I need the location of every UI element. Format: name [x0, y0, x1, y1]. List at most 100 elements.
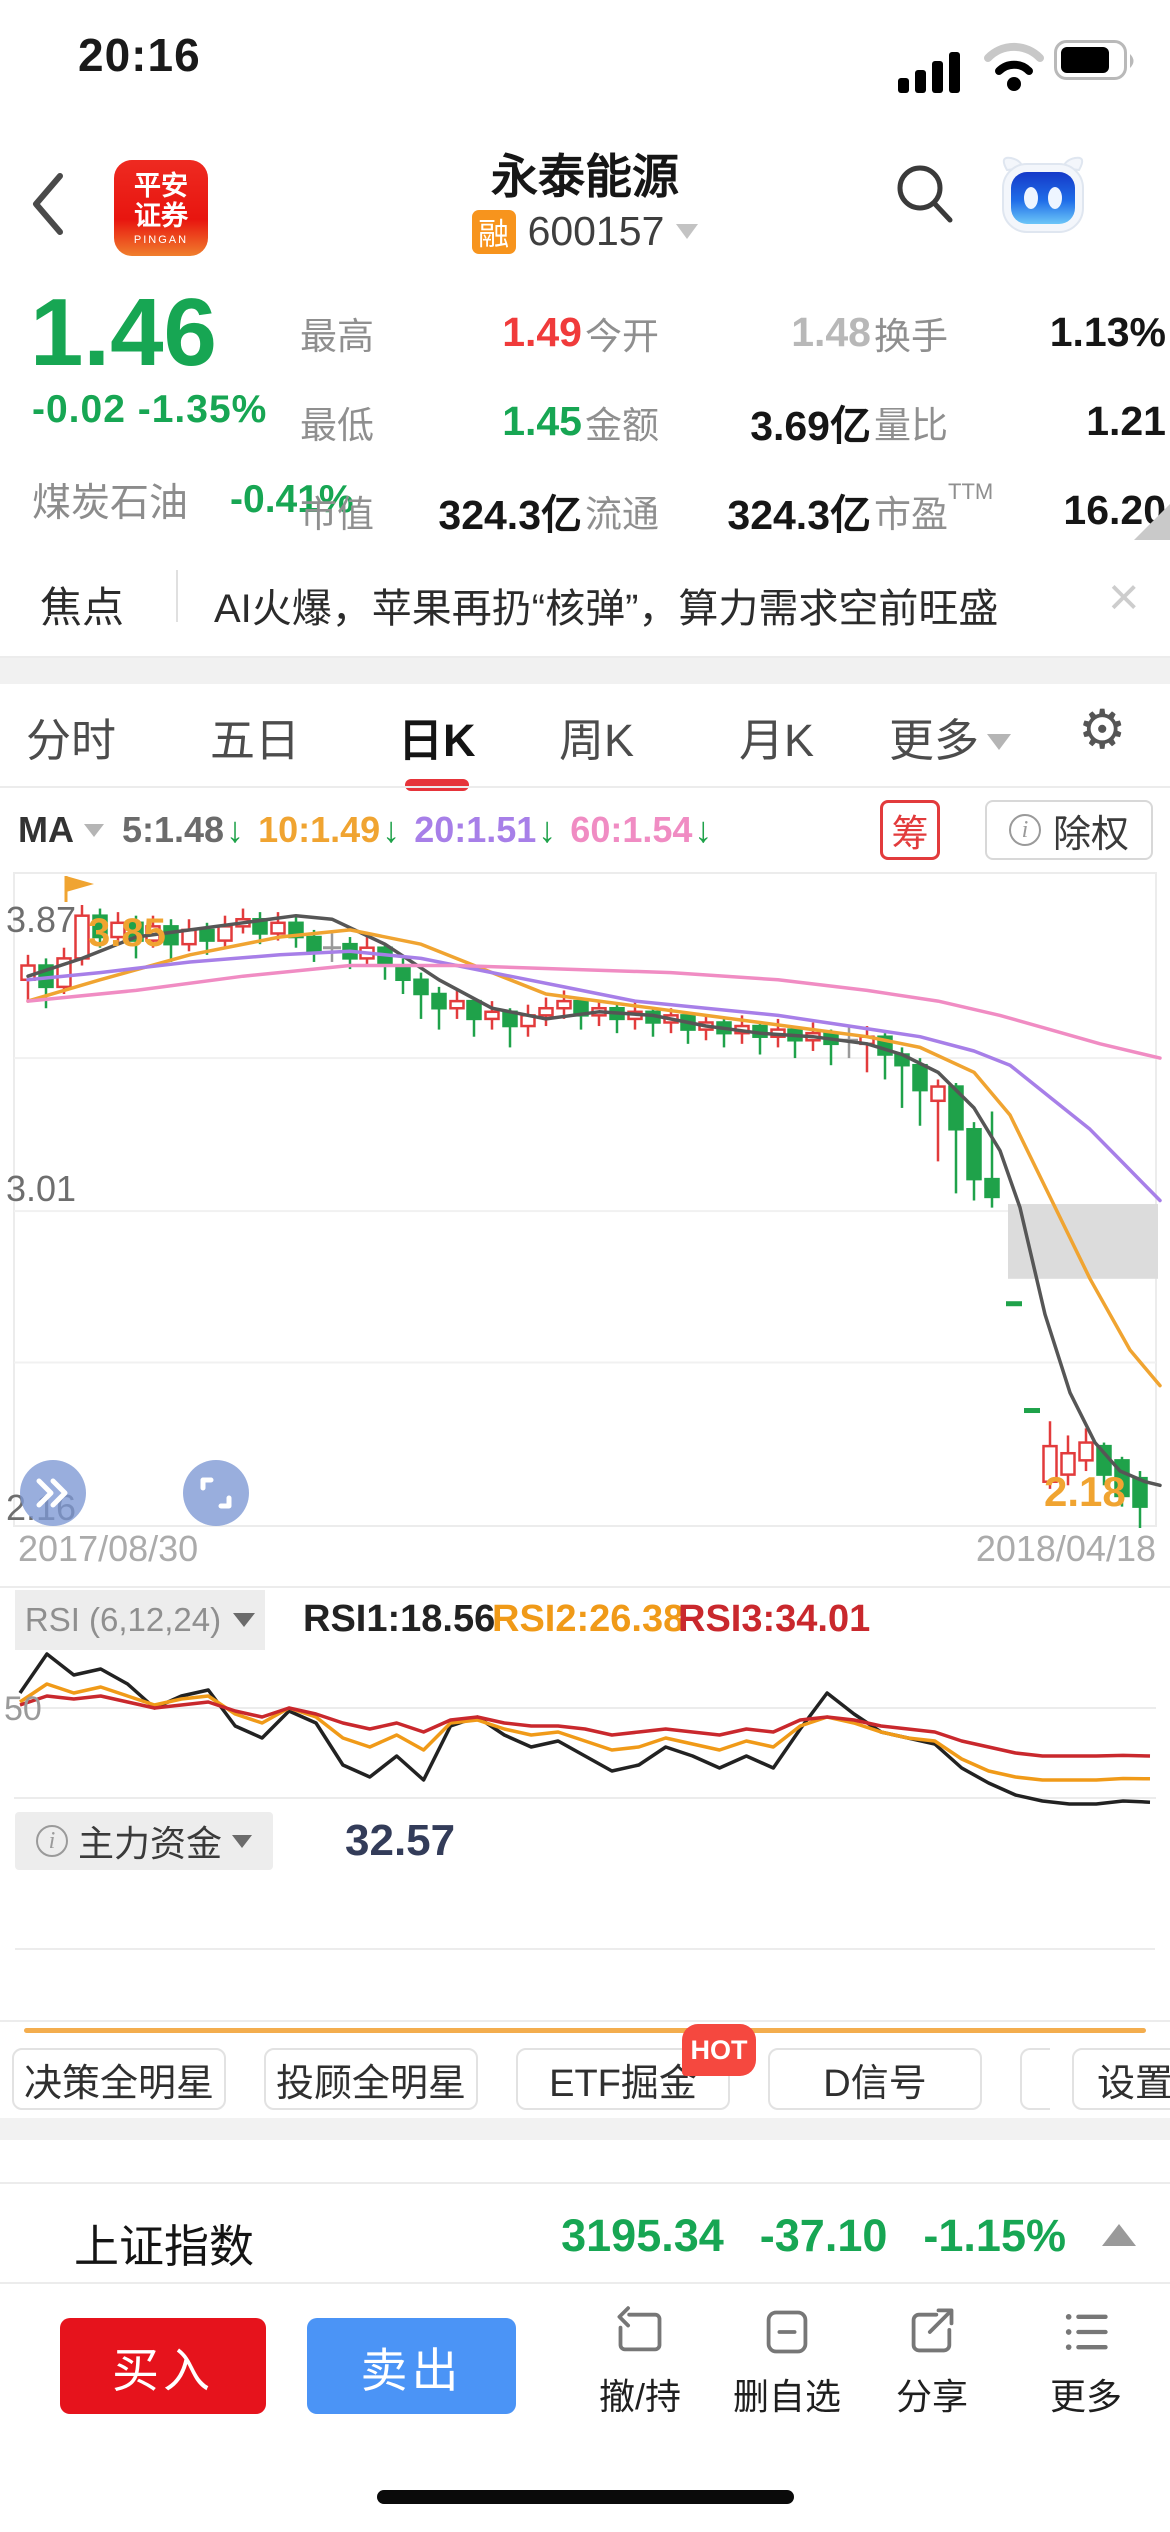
index-name: 上证指数 [74, 2221, 255, 2272]
tab-分时[interactable]: 分时 [26, 715, 117, 766]
list-icon [1065, 2314, 1108, 2350]
logo-text: 平安 [134, 170, 188, 201]
rsi-indicator-bar: RSI (6,12,24) RSI1:18.56 RSI2:26.38 RSI3:3… [0, 1590, 1170, 1652]
info-icon: i [35, 1825, 68, 1857]
chips-button[interactable]: 筹 [880, 800, 940, 860]
news-headline: AI火爆，苹果再扔“核弹”，算力需求空前旺盛 [214, 587, 999, 631]
quick-links-row: 决策全明星 投顾全明星 ETF掘金 HOT D信号 设置 [0, 2024, 1170, 2112]
chevron-down-icon [84, 823, 104, 837]
quick-link-ETF掘金[interactable]: ETF掘金 HOT [516, 2024, 756, 2110]
rsi-selector[interactable]: RSI (6,12,24) [15, 1590, 265, 1650]
axis-date-end: 2018/04/18 [975, 1528, 1156, 1569]
scroll-indicator [24, 2028, 1146, 2033]
index-value: 3195.34 [561, 2210, 724, 2261]
news-tag: 焦点 [40, 584, 125, 631]
sector-change: -0.41% [230, 478, 354, 521]
news-ticker[interactable]: 焦点 AI火爆，苹果再扔“核弹”，算力需求空前旺盛 × [0, 540, 1170, 656]
undo-icon [617, 2306, 662, 2352]
rsi-value: RSI3:34.01 [678, 1598, 871, 1640]
divider [0, 2020, 1170, 2022]
divider [176, 570, 178, 622]
partial-button-edge [1020, 2048, 1050, 2110]
svg-text:3.85: 3.85 [88, 911, 166, 955]
funds-value: 32.57 [345, 1816, 456, 1865]
pingan-securities-logo[interactable]: 平安 证券 PINGAN [114, 160, 208, 256]
sector-row[interactable]: 煤炭石油 -0.41% [32, 472, 354, 528]
chevron-down-icon [232, 1834, 252, 1848]
exright-button[interactable]: i 除权 [985, 800, 1154, 860]
assistant-robot-icon[interactable] [995, 150, 1091, 236]
rsi-value: RSI2:26.38 [492, 1598, 685, 1640]
action-更多[interactable]: 更多 [1011, 2306, 1161, 2420]
action-label: 删自选 [732, 2376, 841, 2417]
expand-corner-icon[interactable] [1134, 504, 1170, 540]
status-time: 20:16 [78, 29, 201, 81]
stat-最高: 最高 1.49 [300, 309, 582, 357]
action-label: 分享 [895, 2376, 968, 2417]
action-label: 撤/持 [598, 2376, 681, 2417]
ma-value: 5:1.48↓ [122, 809, 245, 850]
tab-月K[interactable]: 月K [739, 715, 815, 766]
rsi-chart[interactable]: 50 [0, 1652, 1170, 1812]
home-indicator [377, 2490, 794, 2504]
info-icon: i [1009, 814, 1041, 846]
kline-chart[interactable]: 3.873.853.012.162.18 [0, 872, 1170, 1528]
stat-量比: 量比 1.21 [874, 398, 1166, 446]
quick-link-D信号[interactable]: D信号 [768, 2048, 982, 2110]
tab-日K[interactable]: 日K [398, 704, 476, 769]
action-分享[interactable]: 分享 [857, 2306, 1007, 2420]
buy-button[interactable]: 买入 [60, 2318, 266, 2414]
signal-strength-icon [898, 52, 960, 93]
pan-left-button[interactable] [20, 1460, 86, 1526]
tab-更多[interactable]: 更多 [889, 704, 1012, 769]
down-arrow-icon: ↓ [226, 809, 245, 850]
quick-link-投顾全明星[interactable]: 投顾全明星 [264, 2048, 478, 2110]
ma-indicator-bar[interactable]: MA 5:1.48↓ 10:1.49↓ 20:1.51↓ 60:1.54↓ [18, 800, 726, 860]
tab-五日[interactable]: 五日 [210, 715, 301, 766]
section-gap [0, 2118, 1170, 2140]
close-icon[interactable]: × [1108, 567, 1140, 627]
page-title: 永泰能源 [491, 150, 679, 203]
index-bar[interactable]: 上证指数 3195.34 -37.10 -1.15% [0, 2182, 1170, 2284]
action-删自选[interactable]: 删自选 [712, 2306, 862, 2420]
funds-selector[interactable]: i 主力资金 [15, 1812, 273, 1870]
ma-value: 20:1.51↓ [414, 809, 557, 850]
minus-square-icon [766, 2310, 808, 2354]
section-gap [0, 658, 1170, 684]
search-icon[interactable] [892, 160, 958, 228]
down-arrow-icon: ↓ [538, 809, 557, 850]
action-label: 更多 [1049, 2376, 1122, 2417]
margin-badge: 融 [471, 209, 516, 254]
divider [0, 656, 1170, 658]
gear-icon[interactable]: ⚙ [1078, 700, 1127, 760]
last-price: 1.46 [30, 279, 217, 386]
quick-link-设置[interactable]: 设置 [1072, 2048, 1170, 2110]
collapse-up-icon[interactable] [1102, 2224, 1136, 2246]
back-icon[interactable] [26, 168, 70, 240]
axis-date-start: 2017/08/30 [18, 1528, 199, 1569]
quick-link-决策全明星[interactable]: 决策全明星 [12, 2048, 226, 2110]
down-arrow-icon: ↓ [382, 809, 401, 850]
stock-code-selector[interactable]: 融 600157 [0, 208, 1170, 255]
sector-name: 煤炭石油 [32, 482, 189, 525]
divider [0, 786, 1170, 788]
battery-icon [1054, 40, 1134, 80]
action-撤/持[interactable]: 撤/持 [565, 2306, 715, 2420]
price-change: -0.02 -1.35% [32, 388, 268, 431]
index-values: 3195.34 -37.10 -1.15% [561, 2210, 1066, 2262]
chart-period-tabs: ⚙ 分时 五日 日K 周K 月K 更多 [0, 690, 1170, 786]
index-change: -37.10 [759, 2210, 888, 2261]
stat-换手: 换手 1.13% [874, 309, 1166, 357]
divider [15, 1948, 1155, 1950]
chevron-down-icon [233, 1613, 256, 1627]
svg-text:2.18: 2.18 [1044, 1468, 1126, 1515]
rsi-value: RSI1:18.56 [303, 1598, 496, 1640]
logo-text: 证券 [134, 200, 188, 231]
quote-stats-grid: 最高 1.49 今开 1.48 换手 1.13% 最低 1.45 金额 3.69亿 量比 1.21 市值… [300, 288, 1166, 555]
sell-button[interactable]: 卖出 [307, 2318, 516, 2414]
stock-code: 600157 [527, 208, 665, 254]
fullscreen-button[interactable] [183, 1460, 249, 1526]
tab-周K[interactable]: 周K [559, 715, 635, 766]
down-arrow-icon: ↓ [694, 809, 713, 850]
